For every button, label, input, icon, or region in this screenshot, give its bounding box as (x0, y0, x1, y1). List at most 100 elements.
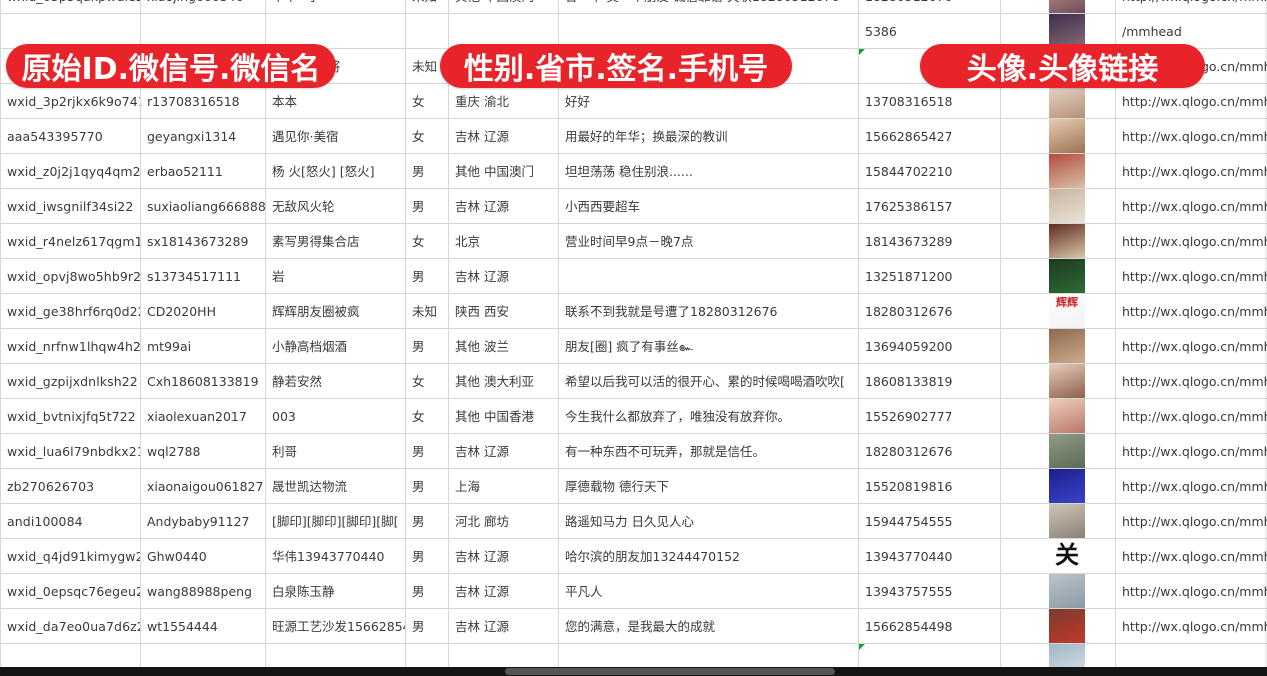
cell-phone[interactable]: 18143673289 (858, 223, 1001, 259)
cell-prov[interactable]: 重庆 渝北 (448, 83, 559, 119)
avatar-cell[interactable] (1000, 468, 1116, 504)
cell-nick[interactable]: 华伟13943770440 (265, 538, 406, 574)
cell-wxid[interactable]: xiaolexuan2017 (140, 398, 266, 434)
cell-sign[interactable]: 平凡人 (558, 573, 859, 609)
cell-nick[interactable]: 小静高档烟酒 (265, 328, 406, 364)
cell-wxid[interactable]: Ghw0440 (140, 538, 266, 574)
avatar-cell[interactable] (1000, 153, 1116, 189)
cell-phone[interactable]: 18280312676 (858, 433, 1001, 469)
cell-sign[interactable]: 朋友[圈] 疯了有事丝๛ (558, 328, 859, 364)
cell-phone[interactable]: 15526902777 (858, 398, 1001, 434)
cell-phone[interactable]: 18608133819 (858, 363, 1001, 399)
avatar-cell[interactable] (1000, 118, 1116, 154)
table-row[interactable]: wxid_da7eo0ua7d6z22 wt1554444 旺源工艺沙发156628… (0, 608, 1267, 644)
avatar-cell[interactable] (1000, 608, 1116, 644)
cell-sign[interactable]: 用最好的年华；换最深的教训 (558, 118, 859, 154)
table-row[interactable]: wxid_gzpijxdnlksh22 Cxh18608133819 静若安然女其他… (0, 363, 1267, 399)
cell-link[interactable]: http://wx.qlogo.cn/mmhead (1115, 0, 1267, 14)
table-row[interactable]: wxid_3p2rjkx6k9o741 r13708316518 本本女重庆 渝北好… (0, 83, 1267, 119)
cell-gender[interactable]: 女 (405, 223, 449, 259)
avatar-cell[interactable]: 关 (1000, 538, 1116, 574)
cell-prov[interactable]: 北京 (448, 223, 559, 259)
cell-wxid[interactable]: suxiaoliang666888 (140, 188, 266, 224)
cell-prov[interactable] (448, 13, 559, 49)
cell-link[interactable]: http://wx.qlogo.cn/mmhead (1115, 118, 1267, 154)
cell-prov[interactable]: 其他 波兰 (448, 328, 559, 364)
cell-gender[interactable]: 男 (405, 433, 449, 469)
table-row[interactable]: wxid_bvtnixjfq5t722 xiaolexuan2017 003 女其他 … (0, 398, 1267, 434)
avatar-cell[interactable] (1000, 573, 1116, 609)
cell-nick[interactable]: 本本 (265, 83, 406, 119)
cell-origid[interactable]: aaa543395770 (0, 118, 141, 154)
cell-gender[interactable]: 未知 (405, 293, 449, 329)
cell-prov[interactable]: 其他 澳大利亚 (448, 363, 559, 399)
cell-origid[interactable]: wxid_bvtnixjfq5t722 (0, 398, 141, 434)
cell-prov[interactable]: 吉林 辽源 (448, 538, 559, 574)
cell-sign[interactable]: 厚德载物 德行天下 (558, 468, 859, 504)
cell-link[interactable]: http://wx.qlogo.cn/mmhead (1115, 153, 1267, 189)
cell-nick[interactable]: [脚印][脚印][脚印][脚[ (265, 503, 406, 539)
cell-nick[interactable]: 辉辉朋友圈被疯 (265, 293, 406, 329)
cell-sign[interactable]: 坦坦荡荡 稳住别浪...... (558, 153, 859, 189)
cell-nick[interactable]: 素写男得集合店 (265, 223, 406, 259)
cell-sign[interactable]: 您的满意，是我最大的成就 (558, 608, 859, 644)
cell-link[interactable]: http://wx.qlogo.cn/mmhead (1115, 468, 1267, 504)
cell-gender[interactable]: 女 (405, 83, 449, 119)
table-row[interactable]: aaa543395770 geyangxi1314 遇见你·美宿女吉林 辽源 用最好的… (0, 118, 1267, 154)
cell-phone[interactable]: 13943770440 (858, 538, 1001, 574)
cell-sign[interactable]: 联系不到我就是号遭了18280312676 (558, 293, 859, 329)
cell-prov[interactable]: 吉林 辽源 (448, 573, 559, 609)
cell-link[interactable]: http://wx.qlogo.cn/mmhead (1115, 363, 1267, 399)
cell-nick[interactable]: 无敌风火轮 (265, 188, 406, 224)
cell-gender[interactable]: 男 (405, 188, 449, 224)
cell-nick[interactable] (265, 13, 406, 49)
cell-gender[interactable]: 男 (405, 258, 449, 294)
cell-sign[interactable]: 哈尔滨的朋友加13244470152 (558, 538, 859, 574)
cell-prov[interactable]: 其他 中国香港 (448, 398, 559, 434)
table-row[interactable]: 5386/mmhead (0, 13, 1267, 49)
cell-origid[interactable]: wxid_r4nelz617qgm12 (0, 223, 141, 259)
cell-wxid[interactable]: geyangxi1314 (140, 118, 266, 154)
table-row[interactable]: wxid_iwsgnilf34si22 suxiaoliang666888 无敌风火… (0, 188, 1267, 224)
cell-link[interactable]: /mmhead (1115, 13, 1267, 49)
cell-wxid[interactable]: mt99ai (140, 328, 266, 364)
cell-sign[interactable] (558, 258, 859, 294)
cell-nick[interactable]: 晟世凯达物流 (265, 468, 406, 504)
cell-gender[interactable]: 男 (405, 538, 449, 574)
cell-nick[interactable]: 利哥 (265, 433, 406, 469)
cell-gender[interactable]: 女 (405, 363, 449, 399)
cell-prov[interactable]: 吉林 辽源 (448, 188, 559, 224)
cell-sign[interactable]: 好好 (558, 83, 859, 119)
cell-phone[interactable]: 18280312676 (858, 293, 1001, 329)
cell-wxid[interactable]: s13734517111 (140, 258, 266, 294)
cell-wxid[interactable]: erbao52111 (140, 153, 266, 189)
cell-phone[interactable]: 15520819816 (858, 468, 1001, 504)
cell-wxid[interactable]: xiaojing600546 (140, 0, 266, 14)
table-row[interactable]: zb270626703 xiaonaigou061827 晟世凯达物流男上海 厚德载物… (0, 468, 1267, 504)
table-row[interactable]: wxid_nrfnw1lhqw4h22 mt99ai 小静高档烟酒男其他 波兰 朋友[… (0, 328, 1267, 364)
cell-sign[interactable] (558, 13, 859, 49)
cell-sign[interactable]: 有一种东西不可玩弄，那就是信任。 (558, 433, 859, 469)
cell-phone[interactable]: 13708316518 (858, 83, 1001, 119)
cell-origid[interactable]: zb270626703 (0, 468, 141, 504)
cell-origid[interactable]: wxid_65p5qakpwuie22 (0, 0, 141, 14)
cell-link[interactable]: http://wx.qlogo.cn/mmhead (1115, 83, 1267, 119)
cell-prov[interactable]: 其他 中国澳门 (448, 153, 559, 189)
cell-link[interactable]: http://wx.qlogo.cn/mmhead (1115, 293, 1267, 329)
avatar-cell[interactable] (1000, 433, 1116, 469)
table-row[interactable]: wxid_ge38hrf6rq0d22 CD2020HH 辉辉朋友圈被疯 未知 陕西 西… (0, 293, 1267, 329)
cell-sign[interactable]: 合一单 交一个朋友 诚信靠谱 失联18280312676 (558, 0, 859, 14)
cell-gender[interactable] (405, 13, 449, 49)
table-row[interactable]: andi100084 Andybaby91127 [脚印][脚印][脚印][脚[男河… (0, 503, 1267, 539)
cell-gender[interactable]: 男 (405, 468, 449, 504)
cell-origid[interactable]: wxid_lua6l79nbdkx21 (0, 433, 141, 469)
horizontal-scrollbar[interactable] (0, 667, 1267, 676)
cell-phone[interactable]: 18280312676 (858, 0, 1001, 14)
cell-origid[interactable]: wxid_q4jd91kimygw21 (0, 538, 141, 574)
table-row[interactable]: wxid_z0j2j1qyq4qm22 erbao52111 杨 火[怒火] [怒火… (0, 153, 1267, 189)
cell-origid[interactable]: wxid_3p2rjkx6k9o741 (0, 83, 141, 119)
cell-nick[interactable]: 杨 火[怒火] [怒火] (265, 153, 406, 189)
cell-wxid[interactable]: sx18143673289 (140, 223, 266, 259)
cell-link[interactable]: http://wx.qlogo.cn/mmhead (1115, 328, 1267, 364)
